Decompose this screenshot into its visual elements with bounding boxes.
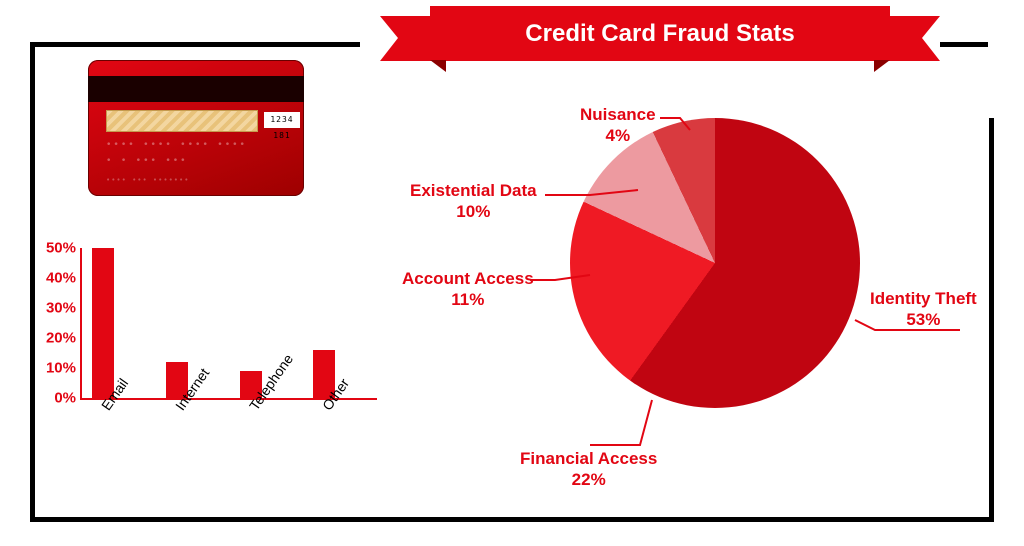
infographic-stage: Credit Card Fraud Stats 1234 181 •••• ••… xyxy=(0,0,1024,546)
pie-leader-lines xyxy=(0,0,1024,546)
